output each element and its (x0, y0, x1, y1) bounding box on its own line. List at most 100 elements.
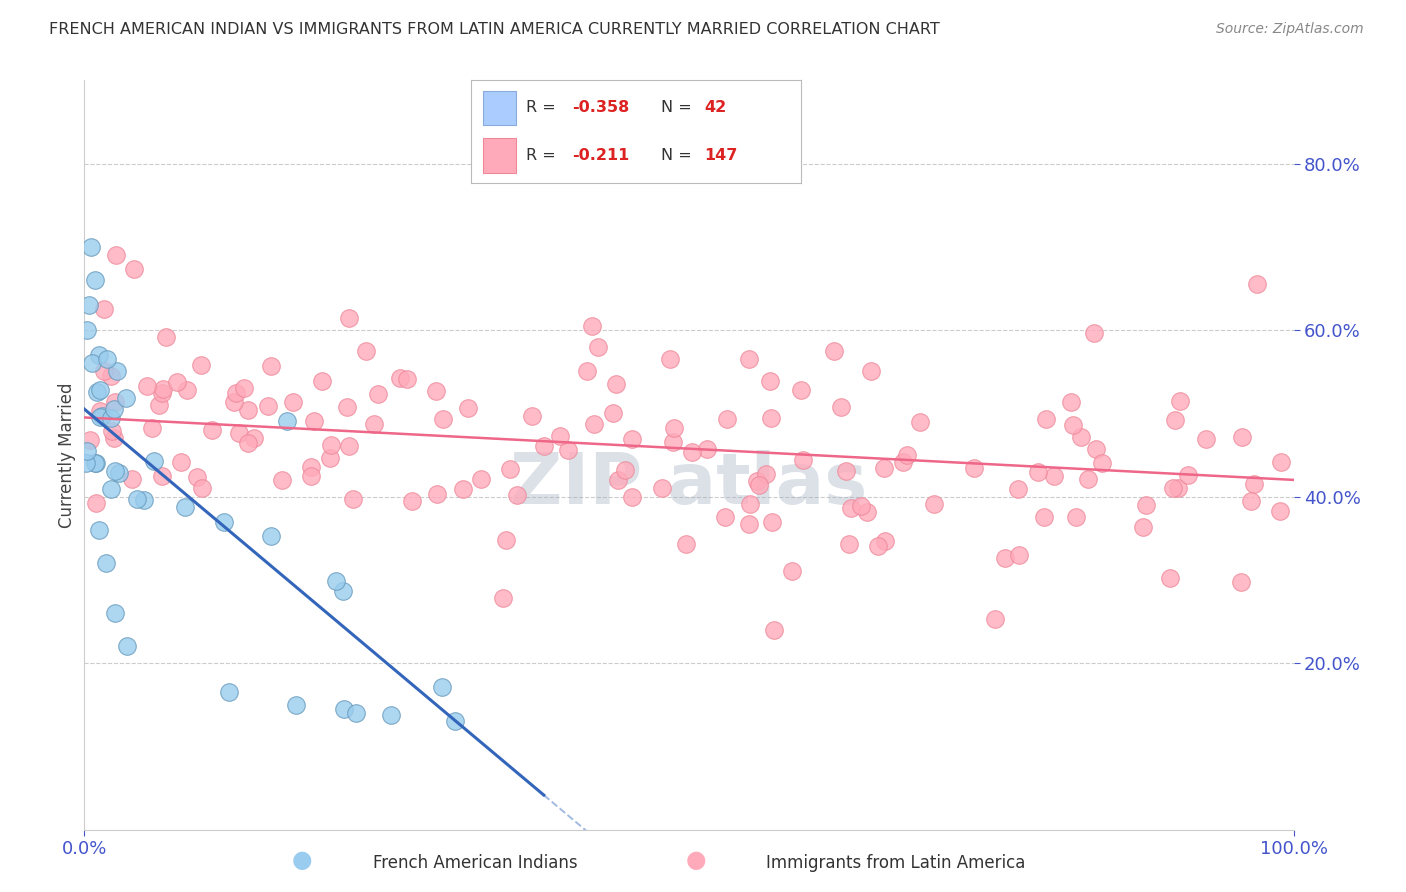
Point (908, 415, 931, 429)
Point (830, 400, 852, 414)
Point (176, 383, 198, 397)
Point (658, 351, 681, 366)
Point (1007, 482, 1029, 496)
Point (1070, 430, 1092, 444)
Point (121, 473, 143, 487)
Text: N =: N = (661, 148, 697, 162)
Point (849, 500, 872, 514)
Point (89, 383, 111, 397)
Point (115, 391, 138, 405)
Point (77, 298, 100, 312)
Point (284, 698, 308, 712)
Point (586, 340, 609, 354)
Point (236, 435, 259, 450)
Point (301, 460, 323, 475)
Point (86, 496, 108, 510)
Point (155, 330, 177, 344)
Point (104, 464, 127, 478)
Point (100, 368, 122, 383)
Point (356, 343, 378, 358)
Point (87, 523, 110, 537)
Point (430, 680, 453, 694)
Point (76, 323, 98, 337)
Point (401, 494, 423, 508)
Text: 42: 42 (704, 101, 727, 115)
Point (1270, 455, 1292, 469)
Point (337, 439, 360, 453)
Point (1177, 468, 1199, 483)
Point (506, 488, 529, 502)
Point (325, 574, 347, 588)
Point (1064, 510, 1087, 524)
Point (1008, 548, 1031, 562)
Point (104, 248, 127, 262)
Point (132, 493, 155, 508)
Point (299, 468, 322, 483)
Point (759, 374, 782, 388)
Point (243, 431, 266, 445)
Point (94, 556, 117, 570)
Point (426, 487, 449, 501)
Bar (482, 91, 516, 126)
Point (321, 438, 343, 452)
Point (170, 455, 193, 469)
Point (614, 462, 637, 476)
Point (186, 470, 208, 484)
Text: FRENCH AMERICAN INDIAN VS IMMIGRANTS FROM LATIN AMERICA CURRENTLY MARRIED CORREL: FRENCH AMERICAN INDIAN VS IMMIGRANTS FRO… (49, 22, 941, 37)
Text: R =: R = (526, 101, 561, 115)
Point (868, 539, 890, 553)
Point (395, 372, 418, 386)
Point (233, 381, 256, 395)
Point (311, 374, 333, 388)
Point (1060, 395, 1083, 409)
Point (1246, 277, 1268, 292)
Point (761, 410, 783, 425)
Text: 147: 147 (704, 148, 737, 162)
Text: Source: ZipAtlas.com: Source: ZipAtlas.com (1216, 22, 1364, 37)
Point (1168, 394, 1191, 409)
Point (922, 497, 945, 511)
Point (1091, 456, 1114, 470)
Text: ZIP atlas: ZIP atlas (510, 450, 868, 519)
Text: -0.211: -0.211 (572, 148, 628, 162)
Point (1243, 477, 1265, 491)
Point (89, 404, 111, 418)
Point (451, 482, 474, 496)
Point (346, 706, 368, 720)
Point (738, 352, 761, 367)
Point (621, 490, 644, 504)
Point (125, 491, 148, 506)
Point (363, 417, 385, 431)
Point (859, 364, 882, 378)
Point (260, 359, 283, 374)
Point (333, 702, 356, 716)
Point (105, 364, 128, 378)
Text: ●: ● (292, 848, 312, 872)
Point (108, 466, 131, 480)
Point (891, 455, 914, 469)
Text: ●: ● (686, 848, 706, 872)
Point (675, 537, 697, 551)
Point (389, 371, 412, 385)
Point (583, 417, 606, 431)
Point (115, 640, 138, 654)
Point (605, 377, 627, 392)
Point (142, 453, 165, 467)
Point (1077, 472, 1099, 486)
Point (492, 591, 515, 605)
Point (86, 456, 108, 470)
Point (96, 351, 118, 366)
Point (214, 515, 236, 529)
Point (856, 505, 879, 519)
Point (93, 301, 115, 316)
Point (79, 433, 101, 447)
Point (104, 606, 127, 620)
Point (790, 383, 813, 397)
Point (1062, 417, 1084, 432)
Point (103, 431, 125, 445)
Point (432, 412, 454, 426)
Point (1239, 494, 1261, 508)
Point (755, 467, 778, 481)
Point (79, 240, 101, 254)
Point (444, 714, 467, 728)
